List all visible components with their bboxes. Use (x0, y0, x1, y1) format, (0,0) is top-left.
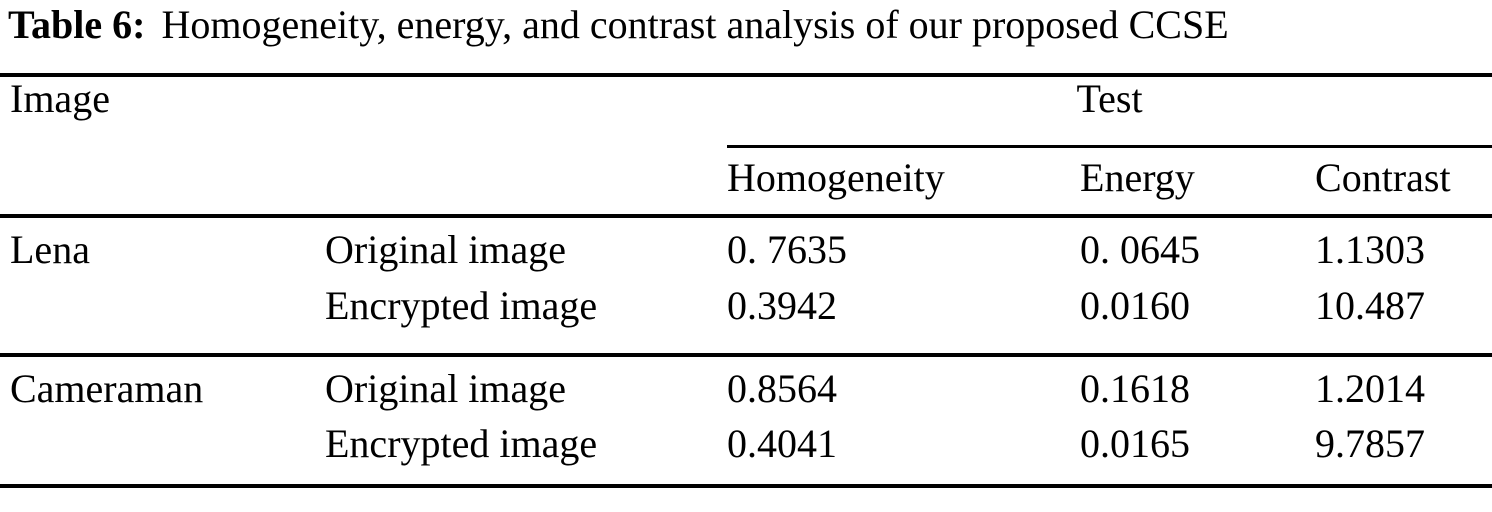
column-header-image: Image (0, 75, 728, 218)
row-label: Original image (325, 227, 567, 272)
header-row-top: Image Test (0, 75, 1492, 218)
row-label: Encrypted image (325, 421, 598, 466)
row-label: Encrypted image (325, 274, 728, 357)
column-header-test: Test (727, 75, 1492, 148)
table-caption: Table 6: Homogeneity, energy, and contras… (8, 2, 1492, 48)
energy-value: 0.0165 (1080, 421, 1191, 466)
energy-value: 0.1618 (1080, 366, 1191, 411)
table-row-lena-original: Lena Original image 0. 7635 0. 0645 1.13… (0, 216, 1492, 274)
energy-value: 0.0160 (1080, 274, 1316, 357)
image-name-empty (0, 274, 325, 357)
column-header-energy: Energy (1080, 146, 1316, 218)
homogeneity-value: 0.4041 (727, 421, 838, 466)
column-header-contrast: Contrast (1315, 146, 1492, 218)
contrast-value: 1.1303 (1315, 227, 1426, 272)
image-name-cameraman: Cameraman (10, 366, 204, 411)
row-label: Original image (325, 366, 567, 411)
image-name-empty (0, 412, 325, 486)
table-row-cameraman-encrypted: Encrypted image 0.4041 0.0165 9.7857 (0, 412, 1492, 486)
homogeneity-value: 0. 7635 (727, 227, 848, 272)
results-table: Image Test Homogeneity Energy Contrast L… (0, 73, 1492, 488)
contrast-value: 1.2014 (1315, 366, 1426, 411)
energy-value: 0. 0645 (1080, 227, 1201, 272)
header-row-sub: Homogeneity Energy Contrast (0, 146, 1492, 218)
homogeneity-value: 0.3942 (727, 274, 1081, 357)
column-header-homogeneity: Homogeneity (727, 146, 1081, 218)
homogeneity-value: 0.8564 (727, 366, 838, 411)
contrast-value: 9.7857 (1315, 421, 1426, 466)
table-row-cameraman-original: Cameraman Original image 0.8564 0.1618 1… (0, 355, 1492, 412)
table-row-lena-encrypted: Encrypted image 0.3942 0.0160 10.487 (0, 274, 1492, 357)
contrast-value: 10.487 (1315, 274, 1492, 357)
table-caption-label: Table 6: (8, 2, 146, 47)
table-caption-text: Homogeneity, energy, and contrast analys… (161, 2, 1229, 47)
image-name-lena: Lena (10, 227, 90, 272)
